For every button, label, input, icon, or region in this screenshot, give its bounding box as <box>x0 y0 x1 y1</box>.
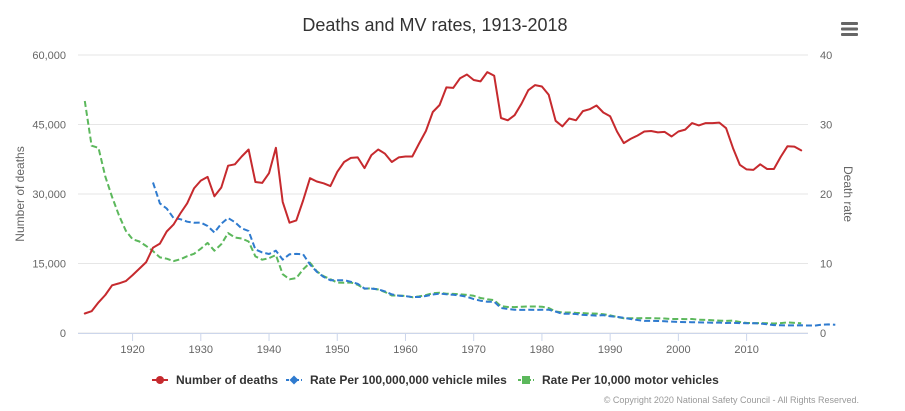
y-tick-label-right: 10 <box>820 259 832 271</box>
y-tick-label-left: 0 <box>60 328 66 340</box>
y-tick-label-right: 40 <box>820 50 832 62</box>
legend: Number of deaths Rate Per 100,000,000 veh… <box>152 373 719 387</box>
y-axis-left-title: Number of deaths <box>13 146 27 241</box>
series-line-rate-per-vehicle-miles <box>152 182 836 327</box>
y-tick-label-right: 30 <box>820 120 832 132</box>
y-axis-left: 0 15,000 30,000 45,000 60,000 <box>32 50 66 340</box>
x-tick-label: 1960 <box>393 344 417 356</box>
y-tick-label-right: 0 <box>820 328 826 340</box>
x-tick-label: 1950 <box>325 344 349 356</box>
hamburger-menu-icon[interactable] <box>838 18 862 40</box>
y-tick-label-right: 20 <box>820 189 832 201</box>
credits-text: © Copyright 2020 National Safety Council… <box>604 395 859 405</box>
y-axis-right: 0 10 20 30 40 <box>820 50 832 340</box>
legend-diamond-marker <box>289 375 299 385</box>
x-tick-label: 2010 <box>734 344 758 356</box>
x-tick-label: 1990 <box>598 344 622 356</box>
y-tick-label-left: 15,000 <box>32 259 66 271</box>
x-tick-label: 1940 <box>257 344 281 356</box>
legend-item-rate-per-motor-vehicles[interactable]: Rate Per 10,000 motor vehicles <box>518 373 719 387</box>
chart-title: Deaths and MV rates, 1913-2018 <box>302 15 567 35</box>
y-axis-right-title: Death rate <box>841 166 855 222</box>
x-tick-label: 1980 <box>530 344 554 356</box>
legend-circle-marker <box>156 376 164 384</box>
x-axis: 1920 1930 1940 1950 1960 1970 1980 1990 2000 2010 <box>78 333 808 356</box>
y-tick-label-left: 45,000 <box>32 120 66 132</box>
legend-square-marker <box>522 376 530 384</box>
series-line-rate-per-motor-vehicles <box>83 100 802 325</box>
x-tick-label: 2000 <box>666 344 690 356</box>
legend-label: Rate Per 100,000,000 vehicle miles <box>310 373 507 387</box>
x-tick-label: 1930 <box>189 344 213 356</box>
x-tick-label: 1920 <box>120 344 144 356</box>
legend-item-rate-per-vehicle-miles[interactable]: Rate Per 100,000,000 vehicle miles <box>286 373 507 387</box>
legend-item-number-of-deaths[interactable]: Number of deaths <box>152 373 278 387</box>
legend-label: Number of deaths <box>176 373 278 387</box>
x-tick-label: 1970 <box>461 344 485 356</box>
series-line-number-of-deaths <box>83 71 803 315</box>
legend-label: Rate Per 10,000 motor vehicles <box>542 373 719 387</box>
y-tick-label-left: 60,000 <box>32 50 66 62</box>
y-tick-label-left: 30,000 <box>32 189 66 201</box>
series-layer <box>83 71 836 327</box>
